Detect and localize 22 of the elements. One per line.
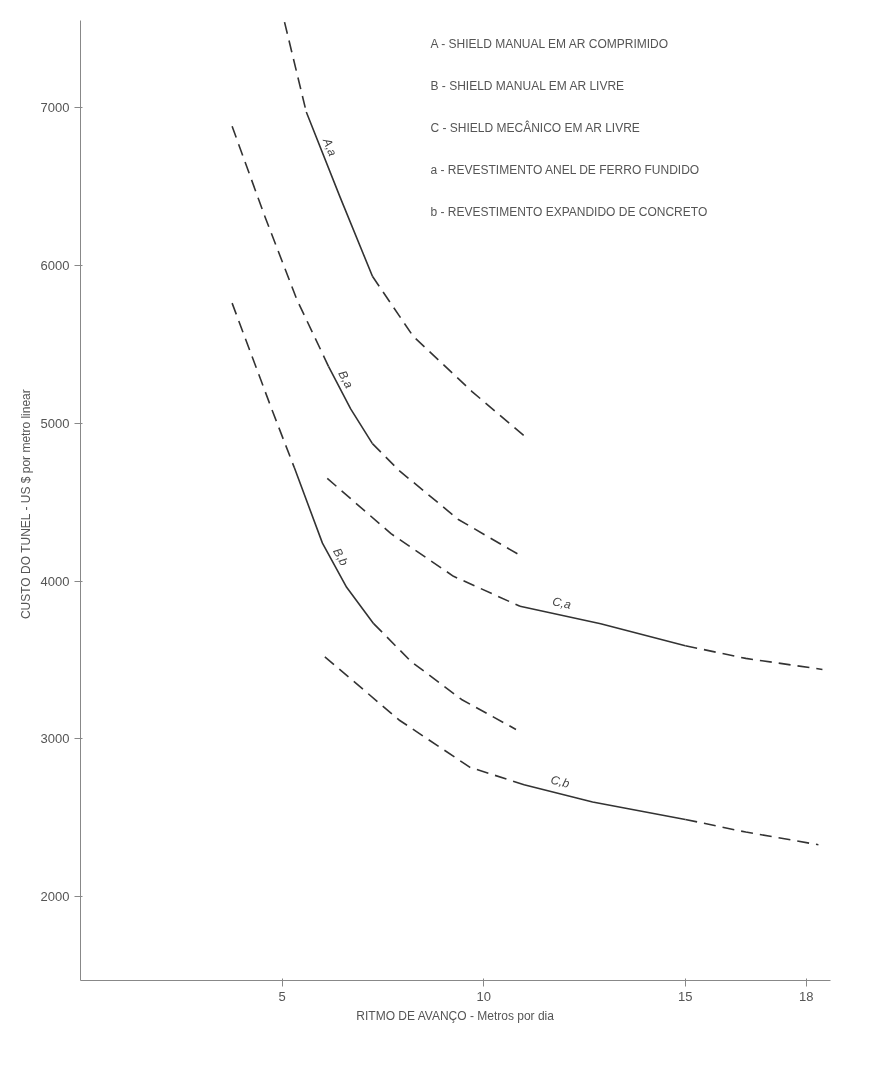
y-tick-label: 2000 — [40, 889, 70, 905]
annotation: B - SHIELD MANUAL EM AR LIVRE — [430, 78, 625, 93]
text: B,a — [335, 368, 357, 391]
x-tick-label: 18 — [799, 988, 814, 1004]
text: B,b — [330, 545, 352, 569]
y-tick-label: 3000 — [40, 731, 70, 747]
text: C,b — [549, 772, 572, 791]
annotation: C - SHIELD MECÂNICO EM AR LIVRE — [430, 119, 640, 135]
y-tick-label: 7000 — [40, 99, 70, 115]
annotation: b - REVESTIMENTO EXPANDIDO DE CONCRETO — [430, 204, 708, 219]
annotation: A - SHIELD MANUAL EM AR COMPRIMIDO — [430, 36, 669, 51]
y-axis-title: CUSTO DO TUNEL - US $ por metro linear — [18, 389, 33, 620]
text: A,a — [319, 135, 340, 159]
annotation: a - REVESTIMENTO ANEL DE FERRO FUNDIDO — [430, 162, 700, 177]
x-axis-title: RITMO DE AVANÇO - Metros por dia — [356, 1008, 555, 1023]
x-tick-label: 5 — [278, 988, 286, 1004]
text: C,a — [551, 594, 573, 613]
x-tick-label: 15 — [678, 988, 693, 1004]
y-tick-label: 4000 — [40, 573, 70, 589]
y-tick-label: 5000 — [40, 415, 70, 431]
y-tick-label: 6000 — [40, 257, 70, 273]
x-tick-label: 10 — [476, 988, 491, 1004]
